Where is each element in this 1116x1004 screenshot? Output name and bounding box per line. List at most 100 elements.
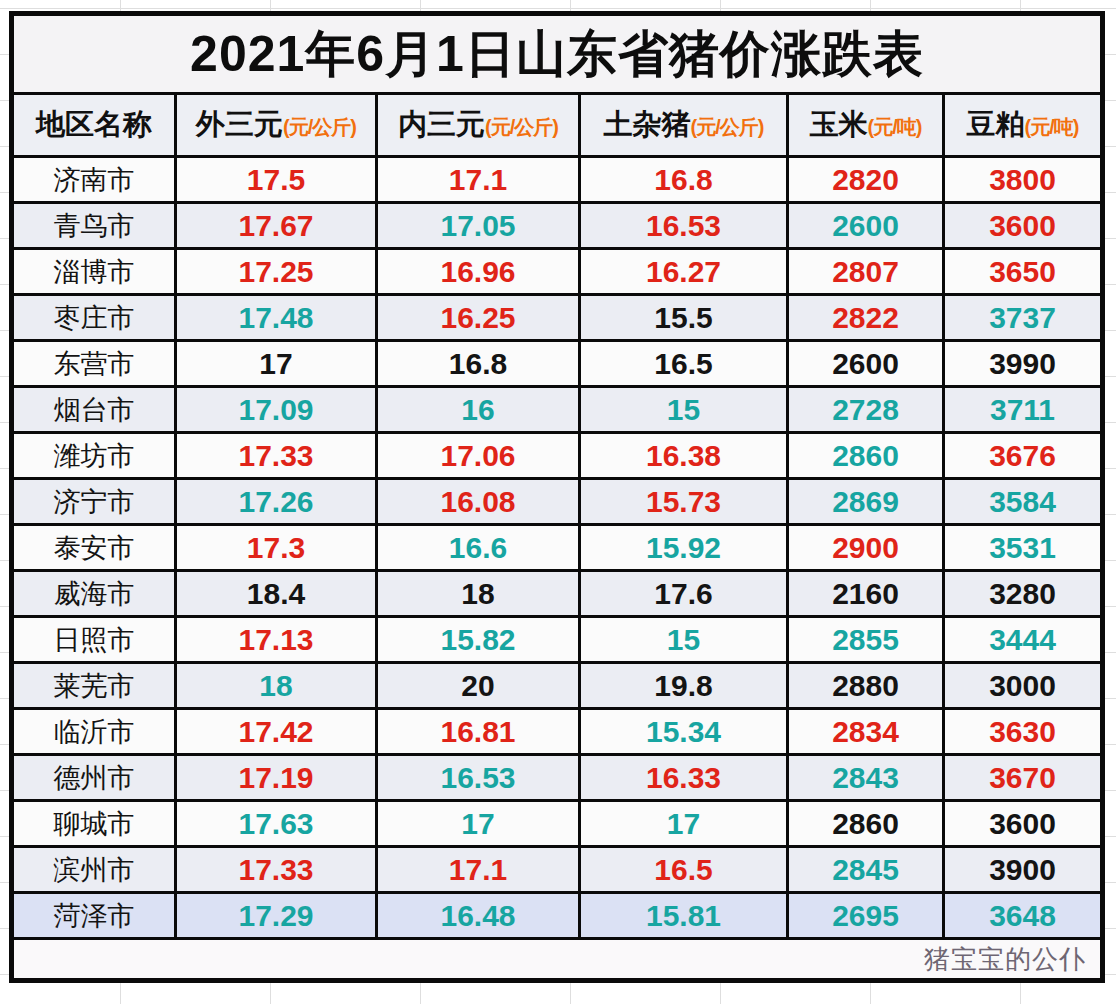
column-header-corn: 玉米(元/吨) — [788, 94, 944, 157]
city-cell: 德州市 — [12, 755, 176, 801]
city-cell: 日照市 — [12, 617, 176, 663]
price-cell: 16.53 — [580, 203, 788, 249]
title-row: 2021年6月1日山东省猪价涨跌表 — [12, 14, 1103, 94]
table-row: 济宁市17.2616.0815.7328693584 — [12, 479, 1103, 525]
table-row: 烟台市17.09161527283711 — [12, 387, 1103, 433]
price-cell: 16.38 — [580, 433, 788, 479]
city-cell: 滨州市 — [12, 847, 176, 893]
price-cell: 2843 — [788, 755, 944, 801]
price-cell: 3650 — [944, 249, 1103, 295]
price-cell: 16.27 — [580, 249, 788, 295]
city-cell: 临沂市 — [12, 709, 176, 755]
column-label: 外三元 — [196, 108, 283, 140]
city-cell: 枣庄市 — [12, 295, 176, 341]
price-cell: 2834 — [788, 709, 944, 755]
price-cell: 18 — [377, 571, 580, 617]
price-cell: 17.13 — [176, 617, 377, 663]
column-label: 内三元 — [398, 108, 485, 140]
column-header-tuzazhu: 土杂猪(元/公斤) — [580, 94, 788, 157]
price-cell: 2160 — [788, 571, 944, 617]
city-cell: 烟台市 — [12, 387, 176, 433]
table-row: 菏泽市17.2916.4815.8126953648 — [12, 893, 1103, 939]
table-row: 东营市1716.816.526003990 — [12, 341, 1103, 387]
column-unit: (元/公斤) — [691, 116, 764, 138]
table-row: 滨州市17.3317.116.528453900 — [12, 847, 1103, 893]
price-cell: 3737 — [944, 295, 1103, 341]
price-table-body: 济南市17.517.116.828203800青鸟市17.6717.0516.5… — [12, 157, 1103, 939]
city-cell: 青鸟市 — [12, 203, 176, 249]
price-cell: 16.53 — [377, 755, 580, 801]
price-cell: 3711 — [944, 387, 1103, 433]
price-cell: 16.8 — [580, 157, 788, 203]
city-cell: 菏泽市 — [12, 893, 176, 939]
price-cell: 17.6 — [580, 571, 788, 617]
price-cell: 15 — [580, 387, 788, 433]
price-cell: 15.73 — [580, 479, 788, 525]
price-cell: 2900 — [788, 525, 944, 571]
price-cell: 2869 — [788, 479, 944, 525]
price-cell: 17.26 — [176, 479, 377, 525]
column-label: 玉米 — [810, 108, 868, 140]
price-cell: 3670 — [944, 755, 1103, 801]
price-cell: 19.8 — [580, 663, 788, 709]
column-header-neisanyuan: 内三元(元/公斤) — [377, 94, 580, 157]
footer-row: 猪宝宝的公仆 — [12, 939, 1103, 981]
header-row: 地区名称 外三元(元/公斤) 内三元(元/公斤) 土杂猪(元/公斤) 玉米(元/… — [12, 94, 1103, 157]
city-cell: 威海市 — [12, 571, 176, 617]
table-row: 德州市17.1916.5316.3328433670 — [12, 755, 1103, 801]
price-cell: 17.09 — [176, 387, 377, 433]
price-cell: 3584 — [944, 479, 1103, 525]
table-row: 枣庄市17.4816.2515.528223737 — [12, 295, 1103, 341]
price-cell: 15.92 — [580, 525, 788, 571]
price-cell: 15.81 — [580, 893, 788, 939]
price-cell: 16.08 — [377, 479, 580, 525]
price-cell: 15 — [580, 617, 788, 663]
column-label: 土杂猪 — [604, 108, 691, 140]
price-cell: 2845 — [788, 847, 944, 893]
price-cell: 2600 — [788, 203, 944, 249]
price-cell: 16.48 — [377, 893, 580, 939]
table-row: 泰安市17.316.615.9229003531 — [12, 525, 1103, 571]
price-cell: 3444 — [944, 617, 1103, 663]
city-cell: 济南市 — [12, 157, 176, 203]
price-cell: 2860 — [788, 801, 944, 847]
table-row: 聊城市17.63171728603600 — [12, 801, 1103, 847]
city-cell: 莱芜市 — [12, 663, 176, 709]
price-cell: 2855 — [788, 617, 944, 663]
table-row: 日照市17.1315.821528553444 — [12, 617, 1103, 663]
price-cell: 18 — [176, 663, 377, 709]
price-cell: 2822 — [788, 295, 944, 341]
price-cell: 3280 — [944, 571, 1103, 617]
price-cell: 16.8 — [377, 341, 580, 387]
price-cell: 16.33 — [580, 755, 788, 801]
price-cell: 17.67 — [176, 203, 377, 249]
price-cell: 3600 — [944, 801, 1103, 847]
price-cell: 3990 — [944, 341, 1103, 387]
table-row: 临沂市17.4216.8115.3428343630 — [12, 709, 1103, 755]
column-label: 豆粕 — [967, 108, 1025, 140]
table-row: 淄博市17.2516.9616.2728073650 — [12, 249, 1103, 295]
table-row: 潍坊市17.3317.0616.3828603676 — [12, 433, 1103, 479]
price-cell: 17.5 — [176, 157, 377, 203]
price-cell: 3531 — [944, 525, 1103, 571]
price-cell: 16.81 — [377, 709, 580, 755]
price-cell: 16.5 — [580, 847, 788, 893]
table-row: 莱芜市182019.828803000 — [12, 663, 1103, 709]
column-header-waisanyuan: 外三元(元/公斤) — [176, 94, 377, 157]
city-cell: 泰安市 — [12, 525, 176, 571]
price-cell: 17.1 — [377, 157, 580, 203]
column-unit: (元/吨) — [1025, 116, 1079, 138]
price-cell: 17.1 — [377, 847, 580, 893]
spreadsheet-area: 2021年6月1日山东省猪价涨跌表 地区名称 外三元(元/公斤) 内三元(元/公… — [9, 11, 1105, 983]
price-cell: 2860 — [788, 433, 944, 479]
price-cell: 17.05 — [377, 203, 580, 249]
price-cell: 17.29 — [176, 893, 377, 939]
column-header-region: 地区名称 — [12, 94, 176, 157]
table-row: 青鸟市17.6717.0516.5326003600 — [12, 203, 1103, 249]
price-cell: 16.96 — [377, 249, 580, 295]
price-cell: 17 — [176, 341, 377, 387]
price-cell: 17.25 — [176, 249, 377, 295]
column-label: 地区名称 — [36, 108, 152, 140]
column-header-soymeal: 豆粕(元/吨) — [944, 94, 1103, 157]
price-cell: 2807 — [788, 249, 944, 295]
